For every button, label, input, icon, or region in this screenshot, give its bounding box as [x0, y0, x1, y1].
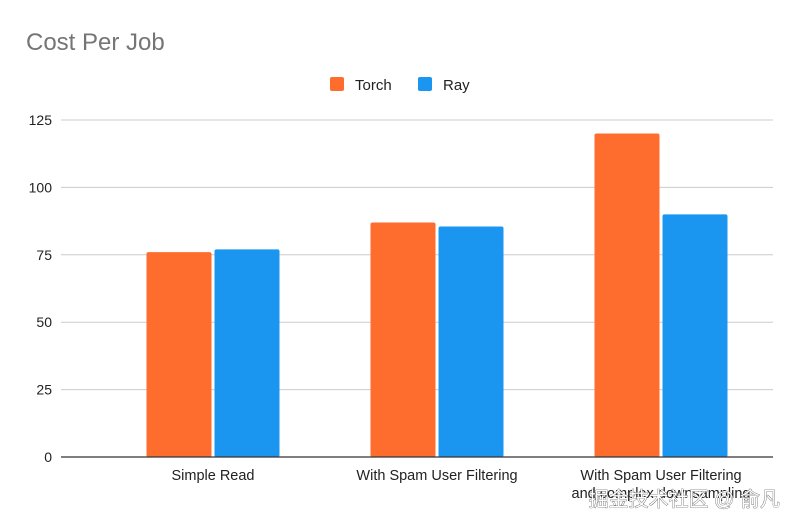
bar-torch-1 — [370, 222, 436, 457]
bar-ray-0 — [214, 249, 280, 457]
x-tick-label: With Spam User Filtering — [356, 468, 517, 484]
bar-ray-1 — [438, 226, 504, 457]
legend-label-torch: Torch — [355, 77, 392, 94]
legend-label-ray: Ray — [443, 77, 470, 94]
bar-torch-0 — [146, 252, 212, 457]
x-axis-labels: Simple Read With Spam User Filtering With … — [171, 468, 750, 502]
bar-torch-2 — [594, 133, 660, 458]
bar-ray-2 — [662, 214, 728, 457]
bars — [146, 133, 728, 458]
y-tick-label: 25 — [36, 382, 52, 398]
watermark: 掘金技术社区 @ 俞凡 — [589, 488, 780, 511]
legend-swatch-torch — [330, 77, 344, 91]
y-tick-label: 125 — [29, 112, 53, 128]
y-tick-label: 50 — [36, 314, 52, 330]
legend-swatch-ray — [418, 77, 432, 91]
x-tick-label: Simple Read — [171, 468, 254, 484]
y-tick-label: 0 — [44, 449, 52, 465]
y-axis-ticks: 0 25 50 75 100 125 — [29, 112, 53, 465]
y-tick-label: 100 — [29, 179, 53, 195]
y-tick-label: 75 — [36, 247, 52, 263]
x-tick-label: With Spam User Filtering and complex down… — [572, 468, 751, 502]
legend: Torch Ray — [330, 77, 470, 94]
chart-title: Cost Per Job — [26, 29, 165, 56]
